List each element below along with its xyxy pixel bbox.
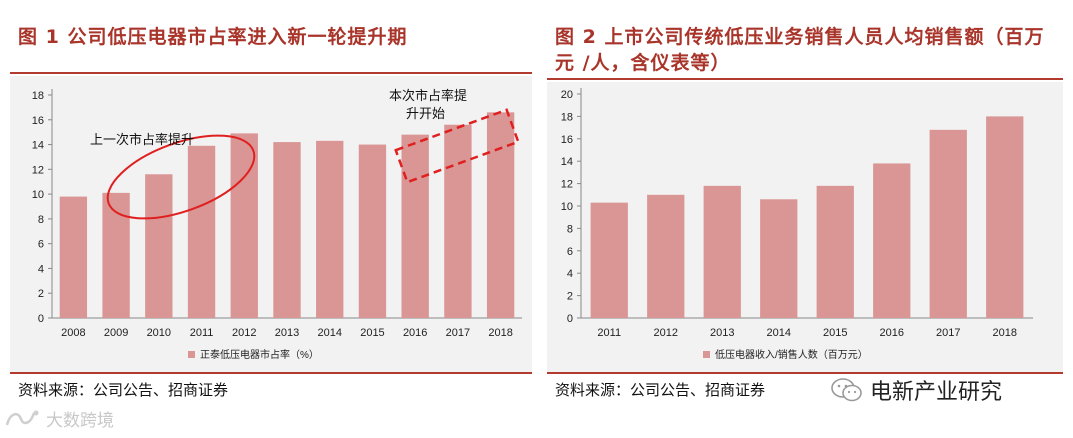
figure-2-ytick-label: 18 bbox=[561, 111, 573, 123]
figure-1-bar-2009 bbox=[102, 192, 130, 318]
figure-2-xtick-label: 2017 bbox=[936, 327, 960, 339]
figure-2-xtick-label: 2016 bbox=[880, 327, 904, 339]
figure-2-ytick-label: 20 bbox=[561, 89, 573, 101]
figure-1-bar-2011 bbox=[187, 145, 216, 318]
figure-1-bar-2015 bbox=[358, 144, 387, 318]
figure-1-bar-2013 bbox=[273, 142, 301, 318]
figure-1-ytick-label: 2 bbox=[38, 288, 44, 300]
figure-1-annotation-previous: 上一次市占率提升 bbox=[90, 132, 194, 147]
figure-1-bar-2014 bbox=[316, 140, 344, 318]
figure-1-xtick-label: 2010 bbox=[147, 327, 171, 339]
figure-2-chart: 0 2 4 6 8 10 12 14 16 18 20 2011 2012 2013 2014 2015 201… bbox=[561, 88, 1033, 361]
figure-2-title-line-2: 元 /人，含仪表等） bbox=[555, 52, 731, 74]
figure-1-legend-swatch bbox=[188, 351, 195, 358]
wechat-watermark: 电新产业研究 bbox=[830, 374, 1002, 406]
figure-1-xtick-label: 2017 bbox=[446, 327, 470, 339]
figure-1-xtick-label: 2016 bbox=[403, 327, 427, 339]
figure-2-ytick-label: 0 bbox=[567, 313, 573, 325]
figure-1-bar-2010 bbox=[145, 174, 173, 318]
figure-1-ytick-label: 14 bbox=[32, 140, 44, 152]
figure-2-bar-2014 bbox=[760, 199, 798, 318]
figure-2-bar-2016 bbox=[873, 163, 911, 318]
figure-2-bar-2015 bbox=[816, 185, 854, 318]
figure-2-ytick-label: 16 bbox=[561, 134, 573, 146]
figure-2-source: 资料来源：公司公告、招商证券 bbox=[555, 381, 766, 399]
figure-2-title-line-1: 图 2 上市公司传统低压业务销售人员人均销售额（百万 bbox=[555, 26, 1045, 48]
figure-2-ytick-label: 10 bbox=[561, 201, 573, 213]
figure-2-xtick-label: 2014 bbox=[767, 327, 791, 339]
figure-1-xtick-label: 2015 bbox=[360, 327, 384, 339]
figure-1-xtick-label: 2008 bbox=[61, 327, 85, 339]
figure-1-ytick-label: 6 bbox=[38, 239, 44, 251]
figure-1-xtick-label: 2011 bbox=[190, 327, 214, 339]
figure-2-xtick-label: 2018 bbox=[993, 327, 1017, 339]
figure-1-annotation-current-line-2: 升开始 bbox=[406, 106, 445, 121]
figure-1-bottom-rule bbox=[10, 372, 532, 374]
figure-1-bar-2017 bbox=[444, 124, 472, 318]
figure-1-annotation-ellipse bbox=[106, 134, 256, 220]
figure-2-bar-2017 bbox=[929, 129, 967, 318]
figure-1-bar-2018 bbox=[486, 112, 515, 318]
figure-2-xtick-label: 2015 bbox=[823, 327, 847, 339]
figure-1-bar-2016 bbox=[401, 134, 429, 318]
figure-1-ytick-label: 8 bbox=[38, 214, 44, 226]
figure-1-xtick-label: 2014 bbox=[317, 327, 341, 339]
figure-2-top-rule bbox=[547, 78, 1063, 80]
figure-2-ytick-label: 2 bbox=[567, 291, 573, 303]
figure-2-bar-2012 bbox=[647, 194, 685, 318]
figure-1-xtick-label: 2009 bbox=[104, 327, 128, 339]
figure-1-ytick-label: 12 bbox=[32, 164, 44, 176]
figure-1-ytick-label: 18 bbox=[32, 90, 44, 102]
figure-1-ytick-label: 16 bbox=[32, 115, 44, 127]
figure-1-source: 资料来源：公司公告、招商证券 bbox=[18, 381, 229, 399]
figure-2-legend-swatch bbox=[703, 351, 710, 358]
figure-1-top-rule bbox=[10, 72, 532, 74]
figure-2-ytick-label: 4 bbox=[567, 268, 573, 280]
figure-1-annotation-current-line-1: 本次市占率提 bbox=[389, 88, 467, 103]
figure-2-ytick-label: 14 bbox=[561, 156, 573, 168]
figure-2-bar-2018 bbox=[986, 116, 1024, 319]
site-watermark-text: 大数跨境 bbox=[46, 411, 114, 431]
figure-1-xtick-label: 2018 bbox=[488, 327, 512, 339]
figure-2-ytick-label: 8 bbox=[567, 223, 573, 235]
figure-1-title: 图 1 公司低压电器市占率进入新一轮提升期 bbox=[18, 26, 408, 48]
figure-2-bar-2013 bbox=[703, 185, 741, 318]
figure-2-ytick-label: 12 bbox=[561, 179, 573, 191]
figure-1-bar-2008 bbox=[59, 196, 88, 318]
site-watermark: 大数跨境 bbox=[4, 406, 114, 431]
figure-1-xtick-label: 2013 bbox=[275, 327, 299, 339]
figure-2-bar-2011 bbox=[590, 202, 628, 318]
figure-1-ytick-label: 0 bbox=[38, 313, 44, 325]
figure-1-annotation-dashed-box bbox=[394, 108, 520, 184]
figure-2-legend-label: 低压电器收入/销售人数（百万元） bbox=[715, 348, 868, 361]
figure-1-ytick-label: 4 bbox=[38, 263, 44, 275]
wechat-icon bbox=[831, 378, 862, 402]
figure-2-chart-area: 0 2 4 6 8 10 12 14 16 18 20 2011 2012 2013 2014 2015 201… bbox=[547, 82, 1063, 372]
figure-2-xtick-label: 2011 bbox=[597, 327, 621, 339]
brand-logo-icon bbox=[5, 410, 39, 425]
figure-2-bottom-rule bbox=[547, 372, 1063, 374]
figure-1-chart-area: 0 2 4 6 8 10 12 14 16 18 2008 2009 2010 2011 2012 2013 2… bbox=[10, 76, 532, 372]
figure-2-ytick-label: 6 bbox=[567, 246, 573, 258]
figure-1-xtick-label: 2012 bbox=[232, 327, 256, 339]
figure-1-ytick-label: 10 bbox=[32, 189, 44, 201]
figure-1-legend-label: 正泰低压电器市占率（%） bbox=[200, 348, 319, 361]
figure-2-xtick-label: 2012 bbox=[654, 327, 678, 339]
figure-2-xtick-label: 2013 bbox=[710, 327, 734, 339]
wechat-watermark-text: 电新产业研究 bbox=[870, 380, 1003, 405]
figure-1-chart: 0 2 4 6 8 10 12 14 16 18 2008 2009 2010 2011 2012 2013 2… bbox=[32, 88, 522, 361]
